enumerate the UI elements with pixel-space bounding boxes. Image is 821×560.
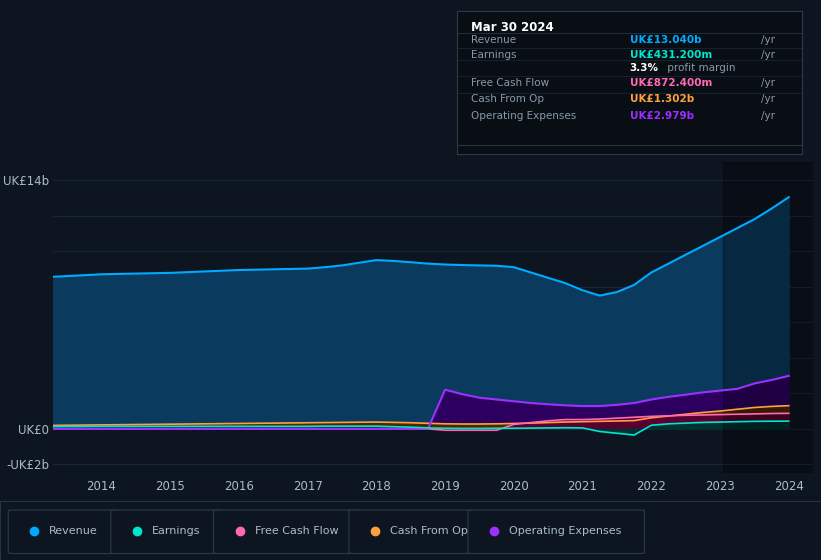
Text: UK£13.040b: UK£13.040b <box>630 35 701 45</box>
FancyBboxPatch shape <box>8 510 119 553</box>
Text: /yr: /yr <box>761 35 775 45</box>
Text: Free Cash Flow: Free Cash Flow <box>255 526 338 535</box>
Text: Operating Expenses: Operating Expenses <box>471 111 576 121</box>
Text: UK£872.400m: UK£872.400m <box>630 78 712 87</box>
Text: Revenue: Revenue <box>49 526 98 535</box>
Text: /yr: /yr <box>761 94 775 104</box>
Text: Earnings: Earnings <box>471 50 516 60</box>
FancyBboxPatch shape <box>349 510 476 553</box>
Text: /yr: /yr <box>761 78 775 87</box>
Text: Cash From Op: Cash From Op <box>390 526 468 535</box>
Text: Free Cash Flow: Free Cash Flow <box>471 78 549 87</box>
Bar <box>723 162 821 473</box>
Text: /yr: /yr <box>761 111 775 121</box>
Text: UK£431.200m: UK£431.200m <box>630 50 712 60</box>
Text: Mar 30 2024: Mar 30 2024 <box>471 21 554 34</box>
Text: UK£2.979b: UK£2.979b <box>630 111 694 121</box>
FancyBboxPatch shape <box>468 510 644 553</box>
Text: Operating Expenses: Operating Expenses <box>509 526 621 535</box>
FancyBboxPatch shape <box>213 510 357 553</box>
Text: /yr: /yr <box>761 50 775 60</box>
Text: Earnings: Earnings <box>152 526 200 535</box>
Text: 3.3%: 3.3% <box>630 63 658 73</box>
Text: profit margin: profit margin <box>664 63 736 73</box>
Text: UK£1.302b: UK£1.302b <box>630 94 694 104</box>
Text: Cash From Op: Cash From Op <box>471 94 544 104</box>
Text: Revenue: Revenue <box>471 35 516 45</box>
FancyBboxPatch shape <box>111 510 222 553</box>
